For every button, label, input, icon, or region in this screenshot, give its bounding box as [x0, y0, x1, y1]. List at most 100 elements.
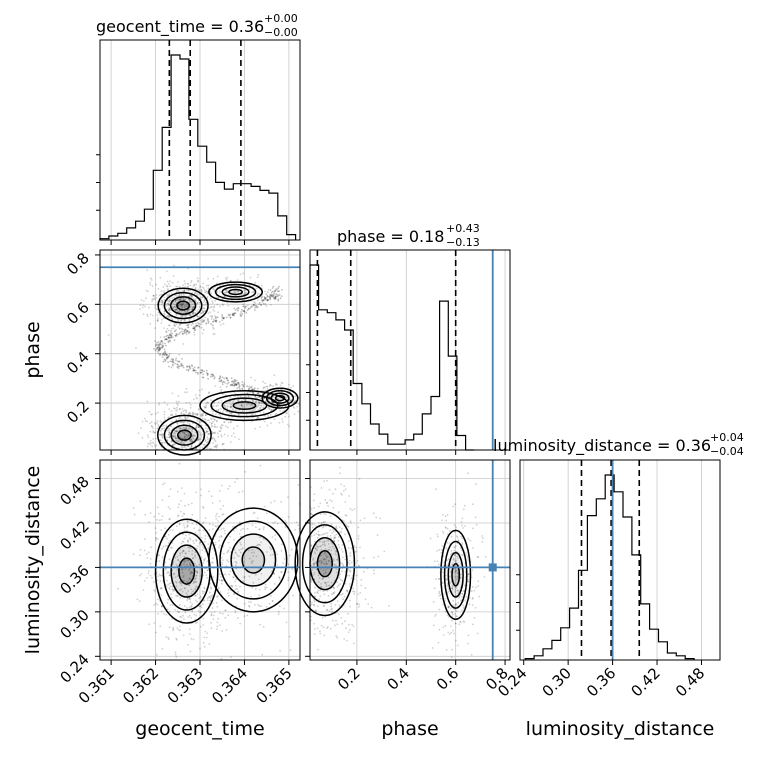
sample-point [438, 548, 441, 551]
sample-point [190, 281, 193, 284]
sample-point [256, 417, 259, 419]
y-tick-label: 0.2 [63, 397, 93, 427]
sample-point [454, 613, 456, 615]
sample-point [139, 548, 142, 551]
sample-point [201, 296, 204, 299]
sample-point [236, 588, 239, 590]
sample-point [196, 397, 199, 400]
sample-point [328, 488, 331, 491]
sample-point [187, 503, 190, 506]
sample-point [167, 340, 170, 343]
sample-point [176, 490, 179, 493]
sample-point [221, 443, 224, 445]
sample-point [167, 356, 169, 358]
sample-point [245, 291, 248, 294]
sample-point [277, 287, 279, 290]
sample-point [167, 570, 169, 573]
sample-point [236, 381, 239, 384]
sample-point [170, 593, 173, 596]
sample-point [203, 300, 206, 303]
sample-point [187, 326, 190, 329]
sample-point [192, 313, 195, 315]
sample-point [185, 331, 188, 334]
sample-point [200, 319, 202, 322]
sample-point [475, 523, 478, 526]
sample-point [185, 433, 188, 436]
sample-point [277, 613, 280, 616]
sample-point [196, 571, 199, 574]
sample-point [202, 624, 205, 626]
sample-point [164, 352, 167, 355]
sample-point [243, 310, 245, 313]
sample-point [162, 344, 165, 347]
sample-point [173, 573, 176, 576]
sample-point [198, 408, 200, 411]
sample-point [278, 290, 280, 293]
sample-point [253, 387, 256, 390]
sample-point [169, 585, 172, 588]
contour-line [228, 288, 243, 296]
sample-point [341, 622, 344, 625]
sample-point [153, 589, 155, 591]
sample-point [223, 381, 226, 384]
sample-point [253, 408, 256, 411]
sample-point [231, 384, 234, 386]
sample-point [164, 283, 166, 286]
sample-point [213, 432, 216, 434]
sample-point [235, 383, 238, 386]
sample-point [247, 395, 250, 398]
sample-point [231, 384, 233, 387]
sample-point [196, 600, 199, 603]
sample-point [202, 561, 205, 564]
sample-point [332, 506, 335, 509]
sample-point [348, 583, 351, 585]
sample-point [159, 336, 162, 339]
sample-point [186, 607, 188, 609]
sample-point [169, 336, 172, 339]
sample-point [200, 414, 202, 417]
sample-point [244, 306, 247, 308]
sample-point [272, 522, 275, 524]
sample-point [227, 560, 230, 563]
sample-point [483, 576, 486, 578]
sample-point [270, 293, 273, 296]
sample-point [202, 329, 205, 331]
sample-point [198, 420, 201, 423]
sample-point [471, 604, 474, 606]
sample-point [203, 586, 206, 589]
sample-point [158, 343, 161, 346]
sample-point [186, 329, 188, 332]
sample-point [199, 595, 202, 598]
sample-point [191, 312, 194, 314]
sample-point [260, 402, 262, 404]
sample-point [187, 286, 189, 289]
sample-point [176, 360, 179, 362]
sample-point [344, 620, 346, 623]
sample-point [211, 375, 214, 377]
sample-point [477, 585, 480, 587]
sample-point [272, 408, 274, 411]
sample-point [355, 550, 358, 553]
sample-point [199, 438, 202, 441]
sample-point [184, 391, 186, 394]
sample-point [161, 299, 163, 302]
sample-point [179, 298, 182, 300]
sample-point [228, 573, 231, 576]
sample-point [234, 611, 237, 614]
sample-point [188, 567, 191, 570]
sample-point [190, 616, 193, 619]
sample-point [264, 296, 267, 299]
sample-point [180, 303, 183, 305]
sample-point [211, 302, 214, 304]
sample-point [460, 521, 463, 523]
sample-point [258, 402, 261, 405]
sample-point [337, 613, 340, 616]
sample-point [237, 382, 240, 384]
sample-point [265, 385, 268, 388]
sample-point [322, 525, 325, 528]
sample-point [190, 517, 193, 520]
sample-point [194, 554, 196, 556]
sample-point [235, 384, 238, 387]
sample-point [209, 297, 212, 300]
sample-point [162, 424, 165, 427]
